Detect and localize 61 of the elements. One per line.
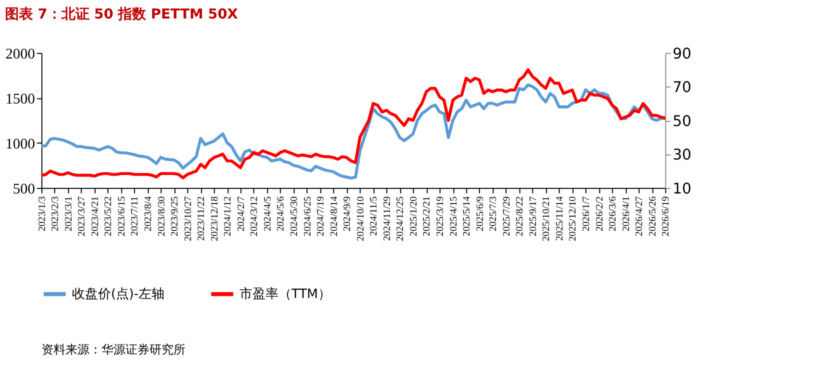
x-tick-label: 2024/5/6 — [276, 196, 287, 232]
x-tick-label: 2026/4/1 — [620, 196, 632, 232]
y-tick-label: 1500 — [5, 91, 35, 108]
x-tick-label: 2024/7/19 — [316, 196, 327, 236]
x-tick-label: 2024/1/12 — [222, 196, 234, 236]
x-tick-label: 2024/5/30 — [289, 196, 300, 236]
x-tick-label: 2023/2/3 — [50, 196, 62, 232]
x-tick-label: 2024/3/12 — [249, 196, 260, 236]
x-tick-label: 2024/6/25 — [302, 196, 314, 236]
x-tick-label: 2025/12/10 — [568, 196, 579, 242]
x-tick-label: 2023/3/1 — [63, 196, 74, 232]
x-tick-label: 2024/11/29 — [382, 196, 393, 241]
x-tick-label: 2023/8/30 — [156, 196, 168, 236]
y2-tick-label: 10 — [672, 180, 692, 198]
x-tick-label: 2025/1/20 — [408, 196, 420, 236]
x-tick-label: 2025/3/19 — [435, 196, 446, 236]
y-tick-label: 2000 — [5, 46, 35, 62]
x-tick-label: 2026/5/26 — [647, 196, 658, 236]
x-tick-label: 2026/3/6 — [608, 196, 619, 232]
x-tick-label: 2024/9/9 — [342, 196, 354, 232]
x-tick-label: 2025/7/29 — [501, 196, 512, 236]
y-tick-label: 500 — [12, 181, 35, 198]
x-tick-label: 2023/7/11 — [130, 196, 141, 236]
x-tick-label: 2024/8/14 — [328, 196, 340, 236]
x-tick-label: 2023/12/18 — [209, 196, 220, 242]
x-tick-label: 2025/2/21 — [422, 196, 433, 236]
text: 资料来源：华源证券研究所 — [41, 342, 186, 356]
x-tick-label: 2024/4/5 — [262, 196, 274, 232]
x-tick-label: 2023/1/3 — [36, 196, 48, 232]
chart-title: 图表 7：北证 50 指数 PETTM 50X — [4, 6, 238, 22]
y2-tick-label: 30 — [672, 146, 692, 164]
y2-tick-label: 70 — [672, 79, 692, 96]
x-tick-label: 2023/5/22 — [103, 196, 114, 236]
legend-label: 市盈率（TTM） — [239, 286, 331, 302]
y2-tick-label: 50 — [672, 112, 692, 130]
x-tick-label: 2024/10/10 — [355, 196, 366, 242]
x-tick-label: 2025/5/14 — [462, 196, 473, 236]
y-tick-label: 1000 — [5, 136, 35, 152]
x-tick-label: 2025/9/17 — [528, 196, 539, 236]
x-tick-label: 2023/6/15 — [116, 196, 128, 236]
x-tick-label: 2023/4/21 — [90, 196, 101, 236]
x-tick-label: 2024/2/7 — [236, 196, 247, 232]
x-tick-label: 2025/4/15 — [448, 196, 460, 236]
x-tick-label: 2023/10/27 — [182, 196, 194, 242]
x-tick-label: 2023/3/27 — [76, 196, 88, 236]
x-tick-label: 2024/11/5 — [368, 196, 380, 236]
x-tick-label: 2024/12/25 — [395, 196, 406, 242]
x-tick-label: 2025/10/21 — [541, 196, 552, 242]
x-tick-label: 2023/8/4 — [143, 196, 154, 232]
x-tick-label: 2026/2/2 — [594, 196, 606, 232]
x-tick-label: 2025/7/3 — [488, 196, 500, 232]
x-tick-label: 2023/9/25 — [170, 196, 181, 236]
x-tick-label: 2026/4/27 — [634, 196, 646, 236]
x-tick-label: 2026/6/19 — [660, 196, 672, 236]
x-tick-label: 2025/11/14 — [554, 196, 566, 241]
x-tick-label: 2026/1/7 — [581, 196, 592, 232]
x-tick-label: 2025/8/22 — [514, 196, 526, 236]
x-tick-label: 2025/6/9 — [474, 196, 486, 232]
x-tick-label: 2023/11/22 — [196, 196, 208, 241]
legend-label: 收盘价(点)-左轴 — [72, 287, 165, 302]
y2-tick-label: 90 — [672, 45, 692, 62]
